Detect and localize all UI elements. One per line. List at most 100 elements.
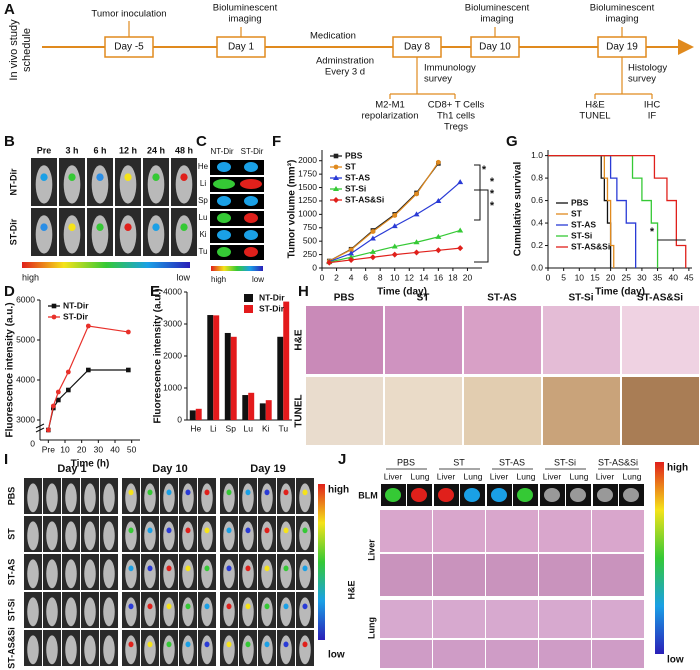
y-axis-label: Fluorescence intensity (a.u.) <box>5 302 16 437</box>
mouse-body <box>182 597 194 627</box>
signal <box>245 565 251 572</box>
organ-label: He <box>198 162 209 171</box>
bracket <box>474 164 489 263</box>
y-tick-label: 0 <box>312 262 317 272</box>
stain-label: H&E <box>346 580 356 599</box>
mouse-body <box>27 521 39 551</box>
mouse-body <box>84 483 96 513</box>
event-label: Bioluminescent <box>213 3 278 14</box>
mouse-body <box>63 165 81 204</box>
mouse-body <box>242 597 254 627</box>
scale-label: high <box>22 272 39 282</box>
mouse-body <box>46 597 58 627</box>
event-label: Tumor inoculation <box>91 9 166 20</box>
y-tick-label: 0.6 <box>531 195 543 205</box>
signal <box>128 603 134 610</box>
mouse-body <box>119 165 137 204</box>
signal <box>283 527 289 534</box>
event-label: imaging <box>480 14 513 25</box>
organ-label: Lu <box>199 213 208 222</box>
signal <box>180 173 188 182</box>
marker <box>413 239 420 245</box>
organ-label: Lung <box>517 471 536 481</box>
mouse-body <box>223 597 235 627</box>
signal <box>185 527 191 534</box>
histology-image <box>622 306 699 374</box>
time-label: 48 h <box>175 145 193 155</box>
mouse-body <box>103 521 115 551</box>
histology-image <box>539 640 591 668</box>
histology-image <box>486 510 538 552</box>
signal <box>623 488 639 502</box>
mouse-body <box>163 635 175 665</box>
signal <box>40 173 48 182</box>
histology-image <box>539 600 591 638</box>
signal <box>264 603 270 610</box>
marker <box>333 153 339 159</box>
y-tick-label: 1750 <box>298 168 317 178</box>
series-line <box>328 161 439 262</box>
mouse-body <box>144 483 156 513</box>
signal <box>438 488 454 502</box>
x-tick-label: 8 <box>378 272 383 282</box>
organ-label: Ki <box>199 230 206 239</box>
signal <box>96 223 104 232</box>
marker <box>348 254 355 260</box>
row-label: Liver <box>366 539 376 561</box>
mouse-body <box>223 559 235 589</box>
y-tick-label: 0.2 <box>531 240 543 250</box>
histology-image <box>433 510 485 552</box>
histology-image <box>306 306 383 374</box>
survival-step <box>548 154 612 268</box>
signal <box>411 488 427 502</box>
legend-label: ST-Si <box>571 230 592 240</box>
signal <box>517 488 533 502</box>
panel-label: I <box>4 451 8 468</box>
mouse-body <box>182 559 194 589</box>
mouse-body <box>65 635 77 665</box>
x-tick-label: 18 <box>448 272 458 282</box>
mouse-body <box>175 165 193 204</box>
scale-label: high <box>211 275 226 284</box>
mouse-body <box>280 521 292 551</box>
mouse-body <box>125 635 137 665</box>
marker <box>348 250 355 256</box>
histology-image <box>433 554 485 596</box>
mouse-body <box>261 483 273 513</box>
mouse-body <box>201 559 213 589</box>
x-tick-label: 20 <box>77 444 87 454</box>
x-tick-label: 12 <box>405 272 415 282</box>
time-label: 24 h <box>147 145 165 155</box>
signal <box>204 527 210 534</box>
group-label: ST <box>453 457 465 467</box>
event-label: IHC <box>644 100 661 111</box>
y-tick-label: 4000 <box>163 286 182 296</box>
histology-image <box>539 510 591 552</box>
signal <box>128 527 134 534</box>
mouse-body <box>299 635 311 665</box>
histology-image <box>433 640 485 668</box>
marker <box>348 247 354 253</box>
significance: * <box>482 164 487 176</box>
colorbar <box>318 484 325 640</box>
bar <box>265 400 272 420</box>
signal <box>204 565 210 572</box>
marker <box>333 197 339 203</box>
row-label: ST-AS <box>6 559 16 586</box>
y-tick-label: 1500 <box>298 182 317 192</box>
mouse-body <box>147 215 165 254</box>
series-line <box>47 325 129 431</box>
mouse-body <box>182 635 194 665</box>
bar <box>283 301 290 420</box>
y-tick-label: 0.8 <box>531 172 543 182</box>
mouse-body <box>163 559 175 589</box>
histology-image <box>543 306 620 374</box>
legend-swatch <box>244 294 253 302</box>
organ-label: Sp <box>198 196 208 205</box>
bar <box>230 336 237 420</box>
panel-label: D <box>4 283 15 300</box>
marker <box>66 387 71 393</box>
histology-image <box>539 554 591 596</box>
histology-image <box>592 510 644 552</box>
x-tick-label: 0 <box>546 272 551 282</box>
